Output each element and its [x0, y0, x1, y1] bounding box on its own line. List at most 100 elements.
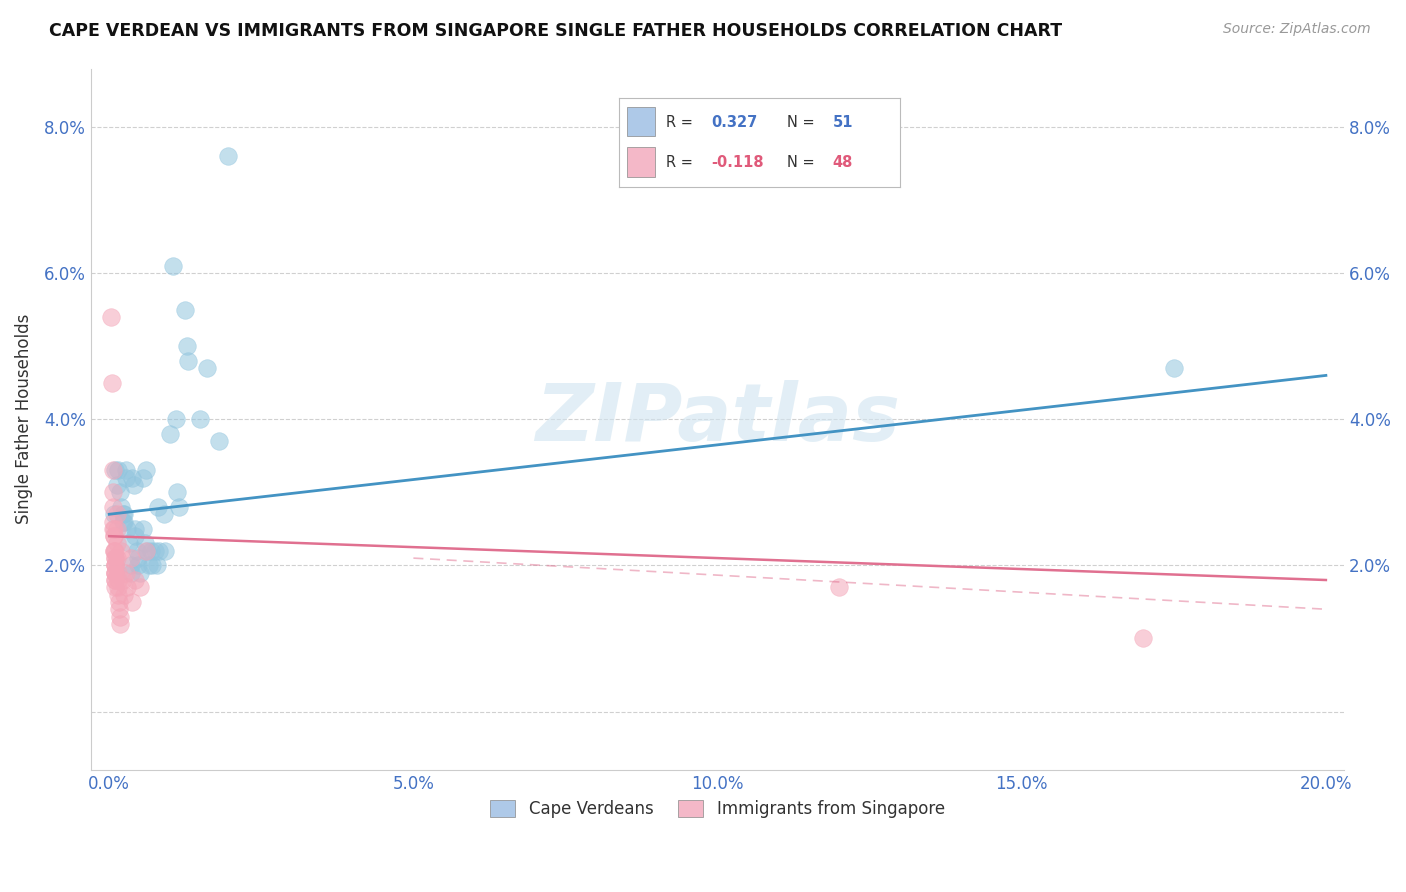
Text: CAPE VERDEAN VS IMMIGRANTS FROM SINGAPORE SINGLE FATHER HOUSEHOLDS CORRELATION C: CAPE VERDEAN VS IMMIGRANTS FROM SINGAPOR… — [49, 22, 1063, 40]
Point — [166, 485, 188, 500]
Text: -0.118: -0.118 — [711, 155, 763, 169]
Point — [104, 463, 127, 477]
Text: Source: ZipAtlas.com: Source: ZipAtlas.com — [1223, 22, 1371, 37]
Point — [107, 588, 129, 602]
Point — [134, 536, 156, 550]
Point — [104, 551, 127, 566]
Text: R =: R = — [666, 115, 697, 129]
Point — [138, 558, 160, 573]
Point — [103, 515, 125, 529]
Point — [104, 580, 127, 594]
Point — [104, 566, 127, 580]
Point — [121, 595, 143, 609]
Point — [165, 412, 187, 426]
Text: 48: 48 — [832, 155, 852, 169]
Point — [101, 463, 124, 477]
Point — [104, 573, 127, 587]
Point — [115, 566, 138, 580]
Point — [128, 566, 150, 580]
Point — [107, 463, 129, 477]
Point — [107, 566, 129, 580]
Point — [108, 609, 131, 624]
Text: N =: N = — [787, 115, 820, 129]
Point — [107, 580, 129, 594]
Point — [101, 485, 124, 500]
Point — [145, 558, 167, 573]
Point — [176, 339, 198, 353]
Point — [190, 412, 212, 426]
Point — [101, 376, 124, 390]
Point — [103, 500, 125, 514]
Point — [104, 558, 127, 573]
Point — [146, 500, 169, 514]
Point — [177, 353, 200, 368]
Point — [100, 310, 122, 324]
Point — [112, 588, 135, 602]
Point — [127, 551, 149, 566]
Legend: Cape Verdeans, Immigrants from Singapore: Cape Verdeans, Immigrants from Singapore — [484, 793, 952, 825]
Point — [105, 478, 128, 492]
Point — [103, 529, 125, 543]
Text: 51: 51 — [832, 115, 853, 129]
Point — [174, 302, 197, 317]
Point — [124, 529, 146, 543]
Point — [124, 573, 146, 587]
Point — [108, 616, 131, 631]
Point — [112, 508, 135, 522]
Point — [124, 522, 146, 536]
Point — [127, 558, 149, 573]
Point — [107, 573, 129, 587]
Point — [105, 508, 128, 522]
Point — [131, 471, 153, 485]
Point — [104, 558, 127, 573]
FancyBboxPatch shape — [627, 147, 655, 177]
Point — [167, 500, 190, 514]
Point — [104, 558, 127, 573]
Text: ZIPatlas: ZIPatlas — [536, 380, 900, 458]
Point — [103, 508, 125, 522]
Point — [110, 500, 132, 514]
Point — [217, 149, 239, 163]
Point — [1163, 361, 1185, 376]
Text: 0.327: 0.327 — [711, 115, 758, 129]
Y-axis label: Single Father Households: Single Father Households — [15, 314, 32, 524]
Point — [103, 543, 125, 558]
Point — [153, 508, 176, 522]
Point — [108, 595, 131, 609]
Point — [141, 558, 163, 573]
Point — [135, 543, 157, 558]
Point — [108, 485, 131, 500]
Point — [110, 543, 132, 558]
Point — [104, 566, 127, 580]
Point — [125, 543, 148, 558]
Point — [103, 543, 125, 558]
Point — [105, 522, 128, 536]
Point — [104, 551, 127, 566]
Point — [139, 543, 162, 558]
Point — [118, 536, 141, 550]
Point — [104, 543, 127, 558]
Point — [103, 522, 125, 536]
FancyBboxPatch shape — [627, 107, 655, 136]
Point — [117, 580, 139, 594]
Point — [108, 602, 131, 616]
Point — [1132, 632, 1154, 646]
Point — [111, 573, 134, 587]
Point — [143, 543, 166, 558]
Point — [115, 463, 138, 477]
Point — [195, 361, 218, 376]
Point — [128, 580, 150, 594]
Point — [162, 259, 184, 273]
Point — [105, 536, 128, 550]
Point — [135, 463, 157, 477]
Point — [136, 543, 159, 558]
Point — [104, 573, 127, 587]
Point — [104, 566, 127, 580]
Point — [120, 566, 142, 580]
Point — [111, 515, 134, 529]
Point — [208, 434, 231, 449]
Point — [148, 543, 170, 558]
Point — [115, 471, 138, 485]
Point — [117, 522, 139, 536]
Point — [153, 543, 176, 558]
